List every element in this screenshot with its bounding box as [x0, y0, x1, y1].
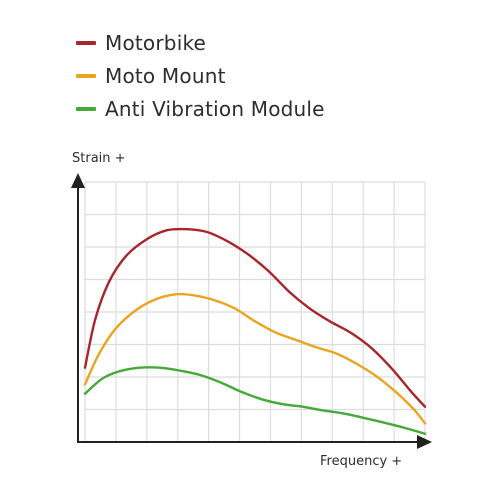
- legend-item-motorbike: Motorbike: [76, 31, 325, 55]
- legend: Motorbike Moto Mount Anti Vibration Modu…: [76, 31, 325, 121]
- legend-label-moto-mount: Moto Mount: [105, 64, 226, 88]
- series-line-motorbike: [83, 227, 427, 408]
- x-axis-label: Frequency +: [320, 454, 403, 469]
- series-line-moto-mount: [83, 292, 427, 425]
- legend-label-motorbike: Motorbike: [105, 31, 207, 55]
- series-line-anti-vibration-module: [83, 366, 427, 435]
- y-axis-label: Strain +: [72, 151, 126, 166]
- y-axis-arrowhead: [71, 173, 85, 188]
- legend-swatch-motorbike: [76, 41, 96, 45]
- legend-swatch-anti-vibration-module: [76, 107, 96, 111]
- x-axis-arrowhead: [417, 435, 432, 449]
- legend-item-moto-mount: Moto Mount: [76, 64, 325, 88]
- legend-item-anti-vibration-module: Anti Vibration Module: [76, 97, 325, 121]
- plot-grid: [84, 181, 426, 443]
- legend-label-anti-vibration-module: Anti Vibration Module: [105, 97, 325, 121]
- legend-swatch-moto-mount: [76, 74, 96, 78]
- axes: [71, 173, 432, 449]
- series-lines: [83, 227, 427, 435]
